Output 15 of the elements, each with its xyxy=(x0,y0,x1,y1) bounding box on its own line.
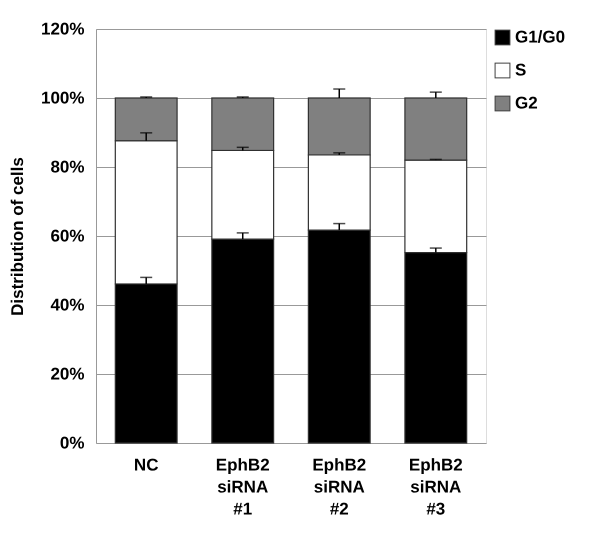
y-tick-label: 100% xyxy=(41,88,84,108)
y-axis-title: Distribution of cells xyxy=(8,157,28,316)
legend-label: G2 xyxy=(515,94,538,112)
y-tick-label: 40% xyxy=(50,296,84,314)
x-tick-label: EphB2 siRNA #2 xyxy=(312,456,366,518)
y-tick-label: 80% xyxy=(50,158,84,176)
legend-label: S xyxy=(515,60,526,80)
y-tick-label: 60% xyxy=(50,226,84,246)
y-tick-label: 120% xyxy=(41,20,84,38)
y-tick-label: 20% xyxy=(50,364,84,384)
x-tick-label: EphB2 siRNA #1 xyxy=(216,456,270,518)
x-tick-label: NC xyxy=(134,456,158,474)
x-tick-label: EphB2 siRNA #3 xyxy=(408,456,463,518)
y-tick-label: 0% xyxy=(60,434,84,452)
legend-label: G1/G0 xyxy=(515,28,566,46)
